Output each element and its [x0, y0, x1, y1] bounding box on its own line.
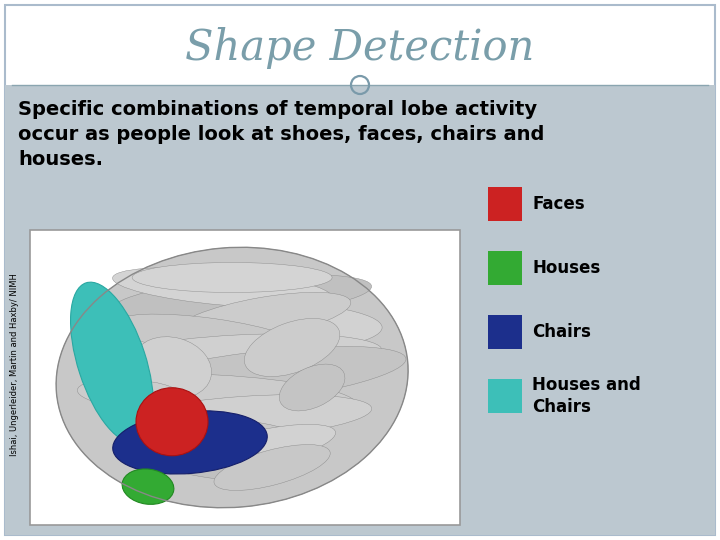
FancyBboxPatch shape: [488, 379, 522, 413]
Ellipse shape: [113, 314, 311, 361]
Ellipse shape: [77, 374, 357, 421]
Ellipse shape: [112, 274, 372, 320]
Text: Faces: Faces: [532, 195, 585, 213]
Text: Houses and
Chairs: Houses and Chairs: [532, 376, 641, 416]
Ellipse shape: [132, 262, 332, 293]
Ellipse shape: [189, 424, 336, 471]
Ellipse shape: [92, 334, 382, 381]
Ellipse shape: [56, 247, 408, 508]
Ellipse shape: [136, 388, 208, 456]
Ellipse shape: [112, 395, 372, 440]
Ellipse shape: [82, 300, 382, 355]
Ellipse shape: [214, 444, 330, 490]
Ellipse shape: [119, 381, 205, 434]
FancyBboxPatch shape: [5, 85, 715, 535]
Text: Specific combinations of temporal lobe activity
occur as people look at shoes, f: Specific combinations of temporal lobe a…: [18, 100, 544, 169]
FancyBboxPatch shape: [488, 187, 522, 221]
Ellipse shape: [113, 411, 267, 474]
Ellipse shape: [244, 319, 340, 376]
FancyBboxPatch shape: [5, 5, 715, 535]
Ellipse shape: [98, 346, 406, 409]
Text: Ishai, Ungerleider, Martin and Haxby/ NIMH: Ishai, Ungerleider, Martin and Haxby/ NI…: [11, 274, 19, 456]
Ellipse shape: [71, 282, 153, 443]
Ellipse shape: [174, 292, 351, 343]
Ellipse shape: [132, 337, 212, 399]
FancyBboxPatch shape: [488, 315, 522, 349]
Text: Houses: Houses: [532, 259, 600, 277]
Ellipse shape: [122, 469, 174, 504]
FancyBboxPatch shape: [488, 251, 522, 285]
Ellipse shape: [122, 415, 322, 460]
Ellipse shape: [279, 364, 345, 411]
FancyBboxPatch shape: [30, 230, 460, 525]
Ellipse shape: [112, 268, 332, 307]
Ellipse shape: [118, 434, 286, 481]
Text: Shape Detection: Shape Detection: [185, 27, 535, 69]
Text: Chairs: Chairs: [532, 323, 591, 341]
